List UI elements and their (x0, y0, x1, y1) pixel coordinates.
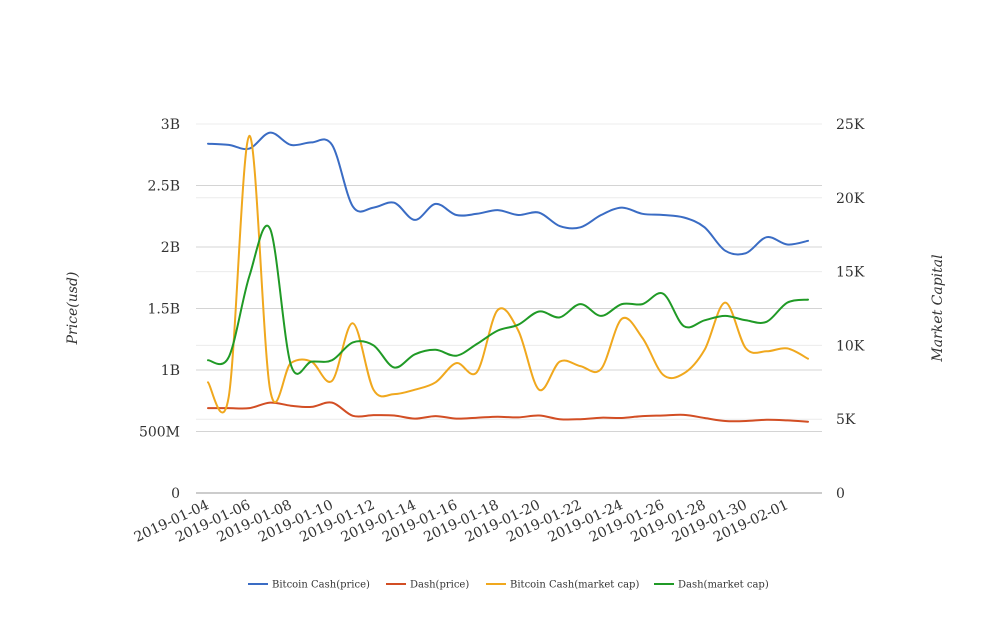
y-axis-tick-labels: 0 500M 1B 1.5B 2B 2.5B 3B (139, 117, 180, 502)
y2-tick-label: 20K (836, 191, 865, 207)
y2-tick-label: 0 (836, 486, 845, 502)
y-tick-label: 0 (171, 486, 180, 502)
y2-tick-label: 5K (836, 412, 856, 428)
y-axis-title: Price(usd) (65, 272, 81, 346)
y-tick-label: 1B (161, 363, 180, 379)
y2-tick-label: 10K (836, 338, 865, 354)
y2-axis-tick-labels: 0 5K 10K 15K 20K 25K (836, 117, 865, 502)
x-axis-tick-labels: 2019-01-042019-01-062019-01-082019-01-10… (132, 497, 791, 546)
y-tick-label: 500M (139, 425, 180, 441)
series-line-dash-market-cap (207, 224, 809, 375)
grid-lines (196, 123, 822, 494)
legend-label: Dash(price) (410, 580, 469, 591)
series-line-dash-price (207, 401, 809, 423)
legend: Bitcoin Cash(price) Dash(price) Bitcoin Ca… (248, 580, 769, 591)
legend-label: Bitcoin Cash(price) (272, 580, 370, 591)
y-tick-label: 3B (161, 117, 180, 133)
series-lines (207, 131, 809, 423)
y-tick-label: 1.5B (147, 302, 180, 318)
y-tick-label: 2.5B (147, 179, 180, 195)
y2-axis-title: Market Capital (930, 254, 946, 362)
y2-tick-label: 15K (836, 265, 865, 281)
y2-tick-label: 25K (836, 117, 865, 133)
series-line-bitcoin-cash-price (207, 131, 809, 256)
legend-label: Bitcoin Cash(market cap) (510, 580, 639, 591)
series-line-bitcoin-cash-market-cap (207, 134, 809, 414)
y-tick-label: 2B (161, 240, 180, 256)
legend-label: Dash(market cap) (678, 580, 769, 591)
